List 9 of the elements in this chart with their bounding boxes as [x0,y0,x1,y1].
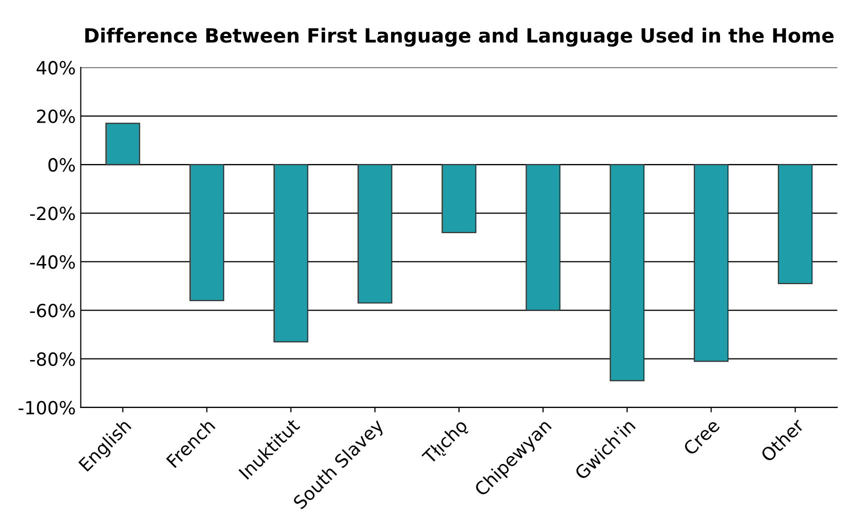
y-tick-label: -40% [30,255,75,269]
y-tick-label: 20% [37,109,75,124]
y-tick-label: -60% [30,304,75,318]
y-tick-label: -20% [30,206,75,220]
y-tick-label: 40% [36,60,75,75]
y-tick-label: 0% [48,158,75,172]
y-tick-label: -100% [18,400,75,415]
chart-title: Difference Between First Language and Language Used in the Home [85,28,834,47]
y-tick-label: -80% [30,352,75,366]
